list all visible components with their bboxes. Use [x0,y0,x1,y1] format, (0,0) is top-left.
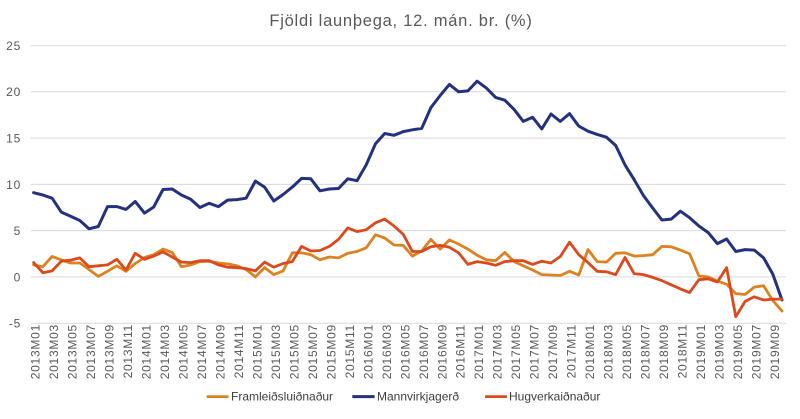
svg-text:2019M05: 2019M05 [731,324,745,379]
svg-text:2013M11: 2013M11 [121,324,135,378]
svg-text:2017M11: 2017M11 [565,324,579,378]
svg-text:2017M09: 2017M09 [546,324,560,379]
svg-text:2015M09: 2015M09 [324,324,338,379]
svg-text:2019M07: 2019M07 [749,324,763,379]
svg-text:2019M09: 2019M09 [768,324,782,379]
svg-text:2018M09: 2018M09 [657,324,671,379]
svg-text:2014M09: 2014M09 [214,324,228,379]
svg-text:2016M05: 2016M05 [398,324,412,379]
svg-text:0: 0 [14,270,21,284]
svg-text:2013M07: 2013M07 [84,324,98,379]
svg-text:2016M09: 2016M09 [435,324,449,379]
svg-text:2013M03: 2013M03 [47,324,61,379]
svg-text:2014M03: 2014M03 [158,324,172,379]
svg-text:Hugverkaiðnaður: Hugverkaiðnaður [509,390,600,404]
svg-text:2019M03: 2019M03 [713,324,727,379]
svg-text:2018M01: 2018M01 [583,324,597,379]
svg-text:2015M07: 2015M07 [306,324,320,379]
svg-text:2015M03: 2015M03 [269,324,283,379]
svg-text:2018M11: 2018M11 [676,324,690,378]
svg-text:Framleiðsluiðnaður: Framleiðsluiðnaður [231,390,333,404]
svg-text:2019M01: 2019M01 [694,324,708,379]
svg-text:2018M03: 2018M03 [602,324,616,379]
svg-text:10: 10 [6,178,21,192]
svg-text:20: 20 [6,85,21,99]
svg-text:2017M05: 2017M05 [509,324,523,379]
svg-text:2016M03: 2016M03 [380,324,394,379]
svg-text:5: 5 [14,224,21,238]
svg-text:2016M11: 2016M11 [454,324,468,378]
svg-text:2013M01: 2013M01 [29,324,43,379]
svg-text:2015M01: 2015M01 [251,324,265,379]
svg-text:2018M05: 2018M05 [620,324,634,379]
svg-text:2016M07: 2016M07 [417,324,431,379]
svg-text:2014M05: 2014M05 [177,324,191,379]
svg-text:2015M11: 2015M11 [343,324,357,378]
svg-text:Fjöldi launþega, 12. mán. br.: Fjöldi launþega, 12. mán. br. (%) [269,12,532,30]
svg-text:2014M01: 2014M01 [140,324,154,379]
svg-text:15: 15 [6,132,21,146]
svg-text:2013M09: 2013M09 [103,324,117,379]
svg-text:2017M01: 2017M01 [472,324,486,379]
svg-text:2017M03: 2017M03 [491,324,505,379]
svg-text:2016M01: 2016M01 [361,324,375,379]
svg-text:Mannvirkjagerð: Mannvirkjagerð [377,390,459,404]
svg-text:2018M07: 2018M07 [639,324,653,379]
svg-text:2014M07: 2014M07 [195,324,209,379]
svg-text:25: 25 [6,39,21,53]
svg-text:2015M05: 2015M05 [287,324,301,379]
svg-text:2013M05: 2013M05 [66,324,80,379]
svg-text:2017M07: 2017M07 [528,324,542,379]
svg-text:2014M11: 2014M11 [232,324,246,378]
svg-text:-5: -5 [9,317,21,331]
